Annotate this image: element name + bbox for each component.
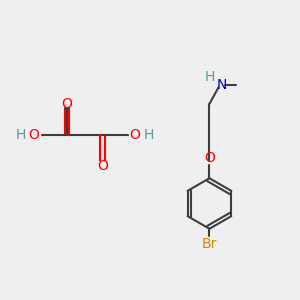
Text: O: O (204, 151, 215, 165)
Text: H: H (16, 128, 26, 142)
Text: O: O (61, 97, 72, 111)
Text: N: N (217, 78, 227, 92)
Text: O: O (28, 128, 40, 142)
Text: O: O (97, 159, 108, 173)
Text: H: H (143, 128, 154, 142)
Text: O: O (130, 128, 141, 142)
Text: Br: Br (202, 237, 217, 251)
Text: H: H (205, 70, 215, 84)
